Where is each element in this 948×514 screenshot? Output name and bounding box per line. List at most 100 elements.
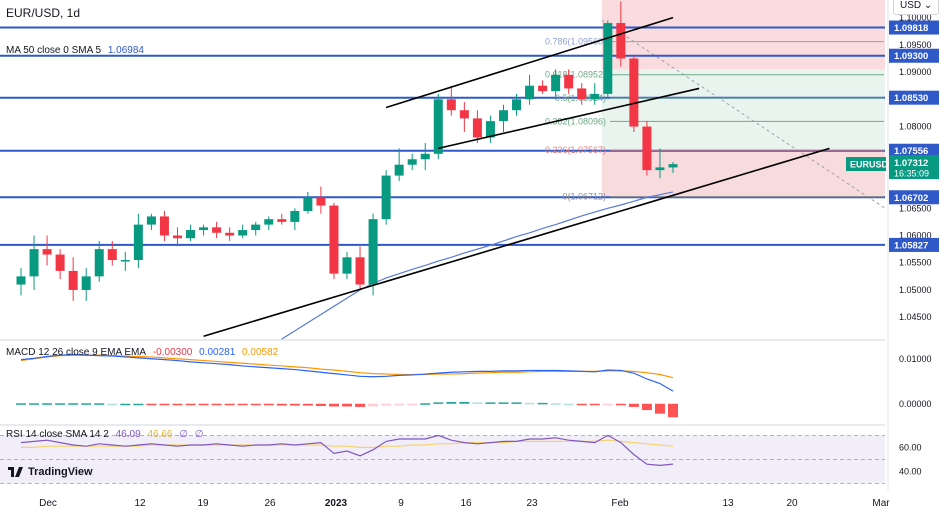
- currency-label: USD: [900, 0, 922, 11]
- macd-histogram-bar: [120, 403, 131, 406]
- price-axis[interactable]: 1.100001.095001.090001.080001.075001.065…: [846, 13, 939, 323]
- macd-histogram-bar: [172, 403, 183, 406]
- price-tick-label: 1.05000: [899, 285, 932, 295]
- candle-body: [381, 175, 391, 220]
- candle-body: [186, 230, 196, 239]
- candle-body: [472, 118, 482, 138]
- macd-histogram-bar: [563, 403, 574, 406]
- candle-body: [55, 254, 65, 271]
- macd-histogram-bar: [133, 403, 144, 406]
- macd-histogram-bar: [42, 403, 53, 405]
- macd-pane: 0.01000 0.00000: [16, 354, 932, 418]
- macd-histogram-bar: [433, 402, 444, 404]
- sma-line: [281, 191, 674, 340]
- macd-histogram-bar: [485, 402, 496, 404]
- candle-body: [264, 219, 274, 225]
- rsi-tick-label: 40.00: [899, 466, 922, 476]
- position-diagonal: [601, 19, 886, 209]
- price-tag-box: [889, 90, 939, 105]
- candle-body: [94, 249, 104, 277]
- rsi-tick-label: 60.00: [899, 442, 922, 452]
- candle-body: [120, 260, 130, 262]
- countdown-label: 16:35:09: [894, 169, 929, 179]
- candle-body: [459, 110, 469, 119]
- candle-body: [564, 74, 574, 89]
- macd-histogram-bar: [498, 402, 509, 404]
- candle-body: [133, 224, 143, 261]
- macd-histogram-bar: [81, 403, 92, 405]
- tradingview-label: TradingView: [28, 466, 93, 478]
- currency-selector[interactable]: USD ⌄: [893, 0, 939, 15]
- macd-histogram-bar: [615, 403, 626, 406]
- candle-body: [394, 164, 404, 176]
- price-tick-label: 1.05500: [899, 258, 932, 268]
- macd-histogram-bar: [302, 403, 313, 406]
- time-tick-label: 12: [134, 498, 146, 509]
- candle-body: [551, 74, 561, 92]
- rsi-legend[interactable]: RSI 14 close SMA 14 2 46.09 46.66 ∅ ∅: [6, 429, 207, 440]
- candle-body: [668, 164, 678, 168]
- candle-body: [433, 99, 443, 154]
- candle-body: [616, 23, 626, 59]
- ma-legend[interactable]: MA 50 close 0 SMA 5 1.06984: [6, 45, 148, 56]
- channel-lower-trendline: [438, 87, 700, 150]
- price-tag-label: 1.08530: [894, 93, 928, 104]
- position-box[interactable]: [601, 0, 886, 209]
- fib-level-label: 0.236(1.07567): [545, 145, 606, 155]
- macd-histogram-bar: [641, 403, 652, 411]
- candle-body: [329, 205, 339, 274]
- tradingview-logo[interactable]: TradingView: [8, 466, 93, 478]
- candle-body: [655, 167, 665, 171]
- symbol-title[interactable]: EUR/USD, 1d: [6, 6, 81, 20]
- macd-histogram-bar: [446, 401, 457, 404]
- fib-level-label: 0.382(1.08096): [545, 116, 606, 126]
- channel-upper-trendline: [385, 16, 674, 109]
- macd-histogram-bar: [211, 403, 222, 406]
- time-axis[interactable]: Dec 12 19 26 2023 9 16 23 Feb 13 20 Mar: [39, 498, 890, 509]
- symbol-tag-box: [846, 157, 886, 172]
- macd-legend[interactable]: MACD 12 26 close 9 EMA EMA -0.00300 0.00…: [6, 347, 282, 358]
- macd-histogram-bar: [628, 403, 639, 407]
- position-stop-zone: [601, 0, 885, 70]
- current-price-box: [889, 155, 939, 180]
- macd-histogram-bar: [511, 402, 522, 404]
- fib-level-label: 0.786(1.09560): [545, 37, 606, 47]
- macd-histogram-bar: [381, 403, 392, 406]
- time-tick-label: Dec: [39, 498, 57, 509]
- time-tick-label: 9: [398, 498, 404, 509]
- rsi-pane: 60.00 40.00: [0, 434, 922, 484]
- candle-body: [159, 216, 169, 236]
- macd-histogram-bar: [68, 403, 79, 405]
- candle-body: [420, 153, 430, 160]
- price-tick-label: 1.10000: [899, 13, 932, 23]
- macd-line: [20, 354, 674, 392]
- price-tag-box: [889, 20, 939, 35]
- rsi-line: [20, 434, 674, 467]
- time-tick-label: 16: [460, 498, 472, 509]
- macd-histogram-bar: [420, 403, 431, 405]
- rsi-legend-upper: ∅: [179, 429, 188, 440]
- macd-histogram-bar: [654, 403, 665, 414]
- candle-body: [538, 85, 548, 92]
- macd-histogram-bar: [315, 403, 326, 406]
- time-tick-label: Mar: [872, 498, 890, 509]
- price-tag-label: 1.09818: [894, 23, 928, 34]
- chevron-down-icon: ⌄: [921, 0, 933, 11]
- macd-histogram-bar: [355, 403, 366, 407]
- macd-histogram-bar: [289, 403, 300, 406]
- candle-body: [277, 219, 287, 222]
- candle-body: [107, 249, 117, 261]
- background-layer: [0, 0, 889, 490]
- macd-legend-macd: 0.00281: [199, 347, 236, 358]
- candle-body: [42, 249, 52, 255]
- candle-body: [251, 224, 261, 231]
- macd-histogram-bar: [328, 403, 339, 407]
- macd-histogram-bar: [368, 403, 379, 407]
- macd-histogram-bar: [550, 403, 561, 405]
- candle-body: [342, 257, 352, 274]
- candle-body: [407, 159, 417, 165]
- macd-legend-hist: -0.00300: [152, 347, 193, 358]
- candle-body: [446, 99, 456, 111]
- trendlines[interactable]: [203, 16, 830, 338]
